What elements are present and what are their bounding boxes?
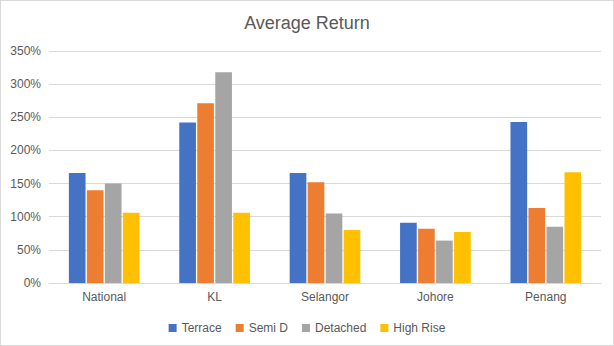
svg-text:250%: 250% xyxy=(10,110,41,124)
svg-text:350%: 350% xyxy=(10,44,41,58)
svg-text:Average Return: Average Return xyxy=(244,13,370,33)
svg-text:0%: 0% xyxy=(24,276,42,290)
svg-text:300%: 300% xyxy=(10,77,41,91)
svg-text:150%: 150% xyxy=(10,177,41,191)
svg-text:Johore: Johore xyxy=(417,290,454,304)
svg-text:50%: 50% xyxy=(17,243,41,257)
svg-text:Selangor: Selangor xyxy=(301,290,349,304)
svg-text:High Rise: High Rise xyxy=(393,321,445,335)
svg-text:100%: 100% xyxy=(10,210,41,224)
svg-text:KL: KL xyxy=(207,290,222,304)
svg-text:200%: 200% xyxy=(10,143,41,157)
svg-text:Penang: Penang xyxy=(525,290,566,304)
svg-text:Detached: Detached xyxy=(315,321,366,335)
svg-text:Terrace: Terrace xyxy=(182,321,222,335)
svg-text:Semi D: Semi D xyxy=(249,321,289,335)
svg-text:National: National xyxy=(82,290,126,304)
